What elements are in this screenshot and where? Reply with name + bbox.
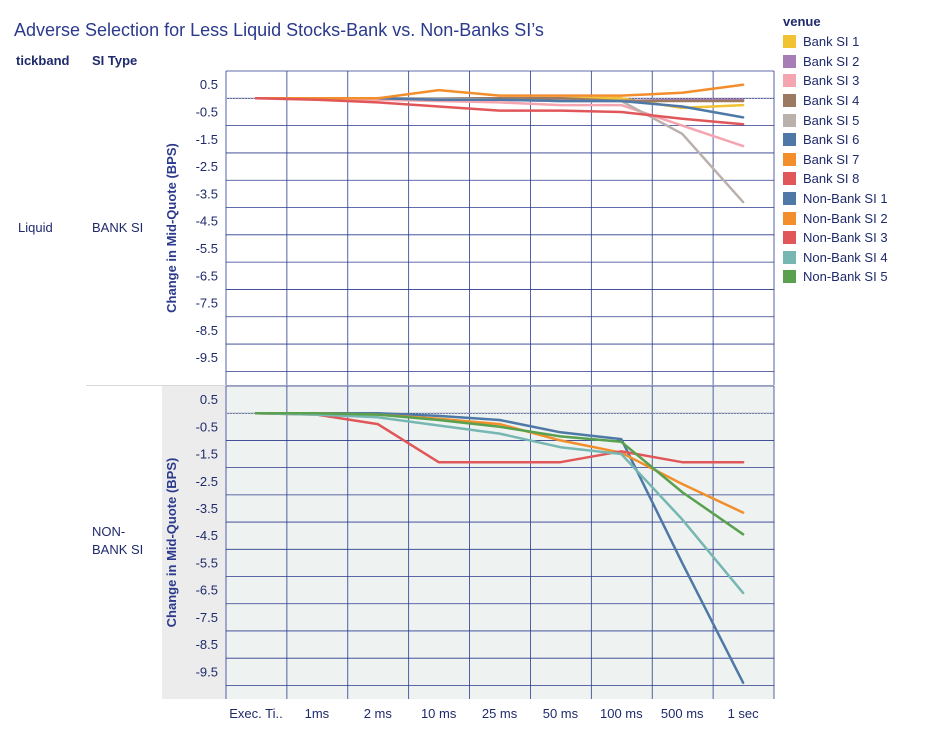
y-tick-label: 0.5	[200, 77, 218, 92]
y-tick-label: -1.5	[196, 132, 218, 147]
legend-item[interactable]: Bank SI 5	[783, 110, 888, 130]
y-axis-label: Change in Mid-Quote (BPS)	[164, 143, 179, 313]
legend-swatch	[783, 35, 796, 49]
series-line	[254, 83, 745, 100]
legend-label: Non-Bank SI 1	[803, 191, 888, 207]
header-si-type[interactable]: SI Type	[92, 53, 138, 68]
legend-swatch	[783, 113, 796, 127]
x-tick-label: 10 ms	[421, 706, 457, 721]
y-tick-label: -0.5	[196, 419, 218, 434]
legend-item[interactable]: Bank SI 3	[783, 71, 888, 91]
y-tick-label: -5.5	[196, 241, 218, 256]
y-tick-label: -0.5	[196, 104, 218, 119]
y-tick-label: -7.5	[196, 610, 218, 625]
legend-title: venue	[783, 14, 821, 29]
legend-label: Bank SI 8	[803, 171, 860, 187]
y-tick-label: -8.5	[196, 637, 218, 652]
legend-label: Non-Bank SI 5	[803, 269, 888, 285]
y-tick-label: -2.5	[196, 474, 218, 489]
legend-label: Bank SI 5	[803, 112, 860, 128]
y-tick-label: -8.5	[196, 323, 218, 338]
legend-item[interactable]: Bank SI 4	[783, 91, 888, 111]
y-tick-label: -3.5	[196, 186, 218, 201]
row-label-non-bank-si: NON-BANK SI	[92, 524, 144, 557]
legend-label: Non-Bank SI 4	[803, 249, 888, 265]
y-tick-label: -5.5	[196, 555, 218, 570]
legend-swatch	[783, 54, 796, 68]
legend-item[interactable]: Non-Bank SI 1	[783, 189, 888, 209]
x-tick-label: 100 ms	[600, 706, 643, 721]
series-line	[254, 97, 745, 126]
y-tick-label: -6.5	[196, 268, 218, 283]
x-tick-label: 50 ms	[543, 706, 579, 721]
chart-title: Adverse Selection for Less Liquid Stocks…	[14, 20, 544, 40]
legend-swatch	[783, 74, 796, 88]
legend: venue Bank SI 1 Bank SI 2 Bank SI 3 Bank SI…	[783, 14, 888, 287]
legend-item[interactable]: Bank SI 8	[783, 169, 888, 189]
legend-swatch	[783, 192, 796, 206]
y-tick-label: 0.5	[200, 392, 218, 407]
legend-swatch	[783, 270, 796, 284]
legend-swatch	[783, 172, 796, 186]
series-line	[254, 411, 745, 464]
series-line	[254, 411, 745, 536]
legend-items: Bank SI 1 Bank SI 2 Bank SI 3 Bank SI 4 Bank…	[783, 32, 888, 287]
y-tick-label: -4.5	[196, 214, 218, 229]
legend-swatch	[783, 231, 796, 245]
y-tick-label: -4.5	[196, 528, 218, 543]
plot-background	[226, 386, 774, 699]
legend-item[interactable]: Non-Bank SI 4	[783, 248, 888, 268]
legend-swatch	[783, 94, 796, 108]
y-tick-label: -9.5	[196, 350, 218, 365]
row-label-bank-si: BANK SI	[92, 220, 144, 235]
legend-swatch	[783, 133, 796, 147]
legend-swatch	[783, 152, 796, 166]
legend-item[interactable]: Bank SI 7	[783, 150, 888, 170]
legend-label: Bank SI 1	[803, 34, 860, 50]
legend-label: Bank SI 6	[803, 132, 860, 148]
legend-swatch	[783, 250, 796, 264]
legend-label: Bank SI 2	[803, 53, 860, 69]
legend-label: Non-Bank SI 3	[803, 230, 888, 246]
legend-item[interactable]: Bank SI 1	[783, 32, 888, 52]
legend-item[interactable]: Bank SI 6	[783, 130, 888, 150]
legend-item[interactable]: Non-Bank SI 2	[783, 208, 888, 228]
y-axis-label: Change in Mid-Quote (BPS)	[164, 458, 179, 628]
legend-label: Non-Bank SI 2	[803, 210, 888, 226]
legend-label: Bank SI 4	[803, 93, 860, 109]
legend-swatch	[783, 211, 796, 225]
legend-label: Bank SI 7	[803, 151, 860, 167]
y-tick-label: -2.5	[196, 159, 218, 174]
header-tickband[interactable]: tickband	[16, 53, 70, 68]
x-tick-label: 1 sec	[728, 706, 760, 721]
x-tick-label: 500 ms	[661, 706, 704, 721]
y-tick-label: -3.5	[196, 501, 218, 516]
legend-item[interactable]: Non-Bank SI 3	[783, 228, 888, 248]
x-tick-label: 25 ms	[482, 706, 518, 721]
y-tick-label: -6.5	[196, 583, 218, 598]
y-tick-label: -7.5	[196, 296, 218, 311]
legend-label: Bank SI 3	[803, 73, 860, 89]
x-tick-label: 2 ms	[364, 706, 393, 721]
y-tick-label: -9.5	[196, 664, 218, 679]
x-tick-label: 1ms	[305, 706, 330, 721]
series-line	[254, 411, 745, 595]
x-tick-label: Exec. Ti..	[229, 706, 282, 721]
row-label-tickband: Liquid	[18, 220, 53, 235]
y-tick-label: -1.5	[196, 447, 218, 462]
legend-item[interactable]: Bank SI 2	[783, 52, 888, 72]
axis-background	[162, 386, 226, 699]
plot-background	[226, 71, 774, 385]
legend-item[interactable]: Non-Bank SI 5	[783, 267, 888, 287]
